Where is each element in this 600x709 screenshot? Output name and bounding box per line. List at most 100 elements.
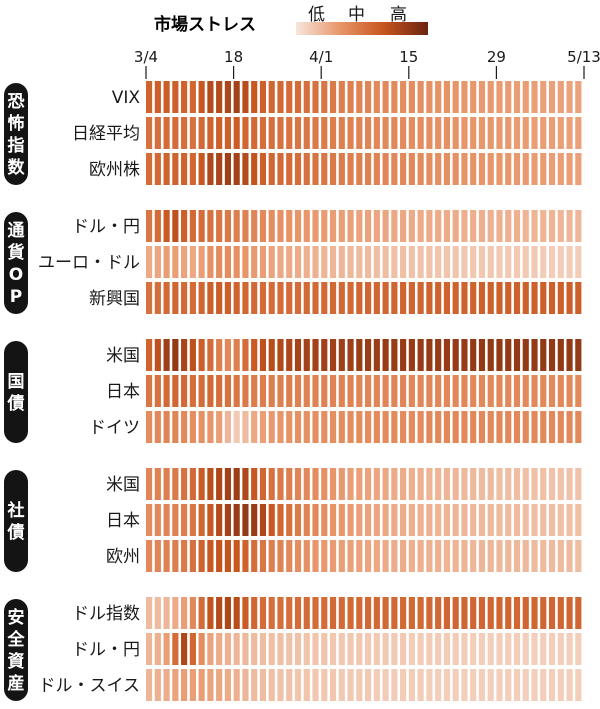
heatmap-cell xyxy=(207,540,214,572)
heatmap-cell xyxy=(356,540,363,572)
heatmap-cell xyxy=(566,246,573,278)
heatmap-cell xyxy=(478,117,486,149)
heatmap-cell xyxy=(566,282,573,314)
heatmap-cell xyxy=(198,540,205,572)
heatmap-cell xyxy=(426,669,433,701)
heatmap-cell xyxy=(566,669,573,701)
heatmap-row: 日経平均 xyxy=(72,117,582,149)
heatmap-cell xyxy=(146,504,153,536)
heatmap-cell xyxy=(531,246,538,278)
heatmap-cell xyxy=(373,540,380,572)
heatmap-cell xyxy=(181,81,188,113)
heatmap-cell xyxy=(259,540,267,572)
heatmap-cell xyxy=(181,153,188,185)
heatmap-cell xyxy=(400,375,407,407)
heatmap-cell xyxy=(347,210,354,242)
row-label: ドル・スイス xyxy=(39,676,141,696)
heatmap-cell xyxy=(347,339,354,371)
heatmap-cell xyxy=(172,339,179,371)
heatmap-cell xyxy=(163,282,170,314)
heatmap-cell xyxy=(487,339,494,371)
heatmap-cell xyxy=(478,81,486,113)
heatmap-cell xyxy=(470,411,477,443)
heatmap-cell xyxy=(233,669,240,701)
heatmap-cell xyxy=(522,153,529,185)
heatmap-cell xyxy=(566,633,573,665)
heatmap-cell xyxy=(259,504,267,536)
heatmap-cell xyxy=(216,153,223,185)
heatmap-cell xyxy=(189,468,196,500)
heatmap-cell xyxy=(513,633,521,665)
heatmap-cell xyxy=(382,633,389,665)
heatmap-cell xyxy=(443,117,450,149)
heatmap-cell xyxy=(181,375,188,407)
heatmap-cell xyxy=(303,669,310,701)
heatmap-cell xyxy=(435,81,442,113)
heatmap-cell xyxy=(365,597,372,629)
heatmap-cell xyxy=(417,597,424,629)
heatmap-cell xyxy=(400,81,407,113)
heatmap-cell xyxy=(540,411,547,443)
heatmap-cell xyxy=(391,81,398,113)
heatmap-cell xyxy=(452,81,459,113)
heatmap-cell xyxy=(268,117,275,149)
heatmap-cell xyxy=(373,117,380,149)
heatmap-cell xyxy=(338,669,345,701)
heatmap-cell xyxy=(277,504,284,536)
heatmap-cell xyxy=(487,210,494,242)
heatmap-cell xyxy=(426,210,433,242)
heatmap-cell xyxy=(172,153,179,185)
heatmap-cell xyxy=(505,468,512,500)
heatmap-cell xyxy=(294,153,302,185)
heatmap-cell xyxy=(224,597,231,629)
heatmap-cell xyxy=(321,282,328,314)
heatmap-cell xyxy=(251,633,258,665)
heatmap-cell xyxy=(181,246,188,278)
heatmap-cell xyxy=(207,504,214,536)
heatmap-cell xyxy=(198,246,205,278)
heatmap-cell xyxy=(557,669,564,701)
heatmap-cell xyxy=(146,153,153,185)
heatmap-row: ドイツ xyxy=(89,411,582,443)
heatmap-cell xyxy=(321,153,328,185)
heatmap-cell xyxy=(400,339,407,371)
heatmap-cell xyxy=(443,246,450,278)
heatmap-cell xyxy=(321,339,328,371)
heatmap-cell xyxy=(400,504,407,536)
heatmap-cell xyxy=(356,597,363,629)
heatmap-cell xyxy=(329,117,337,149)
heatmap-cell xyxy=(294,633,302,665)
heatmap-cell xyxy=(400,153,407,185)
heatmap-cell xyxy=(478,411,486,443)
heatmap-cell xyxy=(435,339,442,371)
heatmap-cell xyxy=(259,597,267,629)
heatmap-cell xyxy=(268,597,275,629)
heatmap-cell xyxy=(268,411,275,443)
heatmap-cell xyxy=(172,282,179,314)
heatmap-cell xyxy=(417,282,424,314)
heatmap-cell xyxy=(198,210,205,242)
heatmap-cell xyxy=(513,117,521,149)
heatmap-cell xyxy=(329,597,337,629)
heatmap-cell xyxy=(286,81,293,113)
heatmap-cell xyxy=(365,210,372,242)
heatmap-cell xyxy=(277,375,284,407)
row-label: 日経平均 xyxy=(72,124,140,144)
heatmap-cell xyxy=(531,375,538,407)
heatmap-cell xyxy=(435,468,442,500)
heatmap-cell xyxy=(163,633,170,665)
heatmap-cell xyxy=(513,504,521,536)
heatmap-cell xyxy=(408,669,415,701)
heatmap-cell xyxy=(452,468,459,500)
group-label-pill xyxy=(4,212,28,314)
heatmap-cell xyxy=(373,246,380,278)
heatmap-cell xyxy=(321,540,328,572)
heatmap-cell xyxy=(259,246,267,278)
heatmap-cell xyxy=(426,339,433,371)
heatmap-cell xyxy=(303,246,310,278)
heatmap-cell xyxy=(487,504,494,536)
heatmap-cell xyxy=(575,81,582,113)
heatmap-cell xyxy=(382,153,389,185)
heatmap-cell xyxy=(452,282,459,314)
heatmap-cell xyxy=(365,633,372,665)
